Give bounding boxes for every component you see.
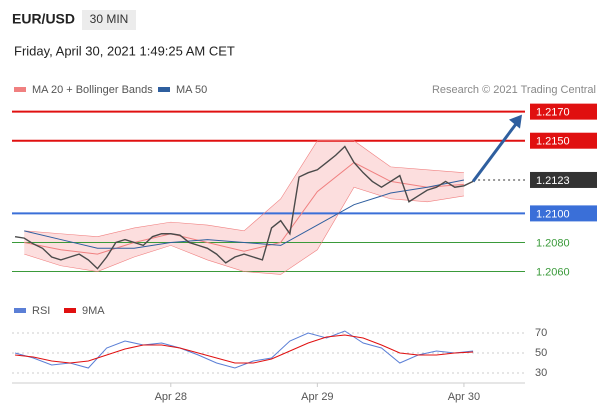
level-box (530, 205, 597, 222)
level-label: 1.2100 (536, 208, 570, 220)
legend-label: RSI (32, 305, 50, 317)
legend-swatch (14, 308, 26, 313)
rsi-tick-label: 50 (535, 347, 547, 359)
timeframe: 30 MIN (90, 12, 129, 26)
x-tick-label: Apr 29 (301, 391, 333, 403)
legend-label: MA 50 (176, 84, 207, 96)
level-label: 1.2080 (536, 237, 570, 249)
price-line (14, 145, 474, 270)
bollinger-upper (24, 140, 464, 237)
legend-swatch (64, 308, 76, 313)
level-box (530, 171, 597, 188)
timeframe-box (82, 10, 136, 30)
credit: Research © 2021 Trading Central (432, 84, 596, 96)
rsi-line (14, 334, 474, 364)
symbol: EUR/USD (12, 11, 75, 27)
legend-label: MA 20 + Bollinger Bands (32, 84, 153, 96)
level-label: 1.2060 (536, 266, 570, 278)
forecast-arrow (471, 121, 519, 183)
arrow-head (509, 114, 522, 129)
ma50-line (24, 179, 465, 249)
level-label: 1.2170 (536, 107, 570, 119)
x-tick-label: Apr 28 (155, 391, 187, 403)
rsi-line (14, 330, 474, 369)
rsi-tick-label: 70 (535, 327, 547, 339)
rsi-tick-label: 30 (535, 367, 547, 379)
level-label: 1.2150 (536, 136, 570, 148)
bollinger-lower (24, 186, 464, 275)
bollinger-fill (24, 140, 464, 275)
date: Friday, April 30, 2021 1:49:25 AM CET (14, 43, 235, 58)
level-box (530, 103, 597, 120)
level-box (530, 132, 597, 149)
level-label: 1.2123 (536, 175, 570, 187)
x-tick-label: Apr 30 (448, 391, 480, 403)
legend-swatch (158, 87, 170, 92)
legend-swatch (14, 87, 26, 92)
legend-label: 9MA (82, 305, 105, 317)
